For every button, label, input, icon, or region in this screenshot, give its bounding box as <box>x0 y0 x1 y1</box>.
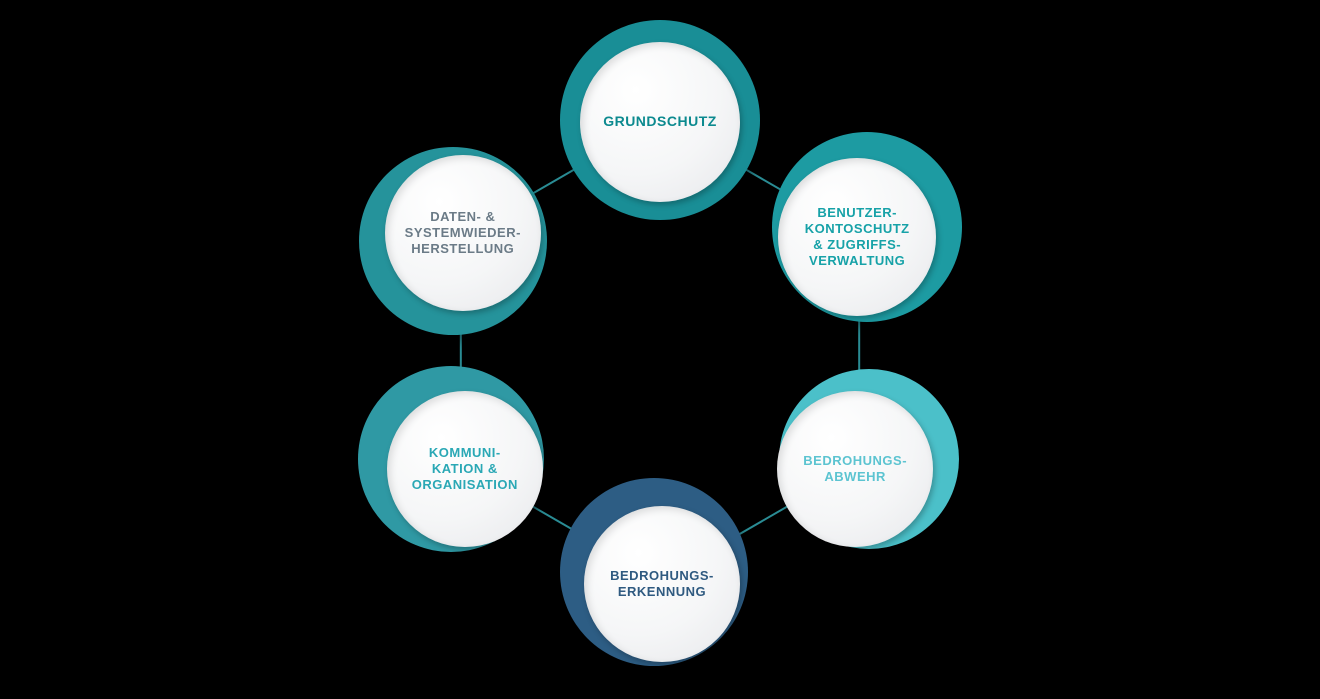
cycle-node-bedrohungsabwehr: BEDROHUNGS- ABWEHR <box>769 375 949 555</box>
cycle-diagram: GRUNDSCHUTZ BENUTZER- KONTOSCHUTZ & ZUGRI… <box>0 0 1320 699</box>
cycle-node-grundschutz: GRUNDSCHUTZ <box>560 20 760 220</box>
cycle-node-datenwiederherstellung: DATEN- & SYSTEMWIEDER- HERSTELLUNG <box>367 141 555 329</box>
node-face: BEDROHUNGS- ERKENNUNG <box>584 506 740 662</box>
cycle-node-benutzerkonto: BENUTZER- KONTOSCHUTZ & ZUGRIFFS- VERWAL… <box>764 140 954 330</box>
cycle-node-kommunikation: KOMMUNI- KATION & ORGANISATION <box>368 372 554 558</box>
node-label: GRUNDSCHUTZ <box>597 113 723 131</box>
cycle-node-bedrohungserkennung: BEDROHUNGS- ERKENNUNG <box>566 486 754 674</box>
node-face: DATEN- & SYSTEMWIEDER- HERSTELLUNG <box>385 155 541 311</box>
node-face: GRUNDSCHUTZ <box>580 42 740 202</box>
node-label: BEDROHUNGS- ERKENNUNG <box>604 568 720 601</box>
node-label: BENUTZER- KONTOSCHUTZ & ZUGRIFFS- VERWAL… <box>799 205 916 270</box>
node-face: KOMMUNI- KATION & ORGANISATION <box>387 391 543 547</box>
node-label: DATEN- & SYSTEMWIEDER- HERSTELLUNG <box>399 209 527 258</box>
node-label: KOMMUNI- KATION & ORGANISATION <box>406 445 524 494</box>
node-face: BENUTZER- KONTOSCHUTZ & ZUGRIFFS- VERWAL… <box>778 158 936 316</box>
node-label: BEDROHUNGS- ABWEHR <box>797 453 913 486</box>
node-face: BEDROHUNGS- ABWEHR <box>777 391 933 547</box>
